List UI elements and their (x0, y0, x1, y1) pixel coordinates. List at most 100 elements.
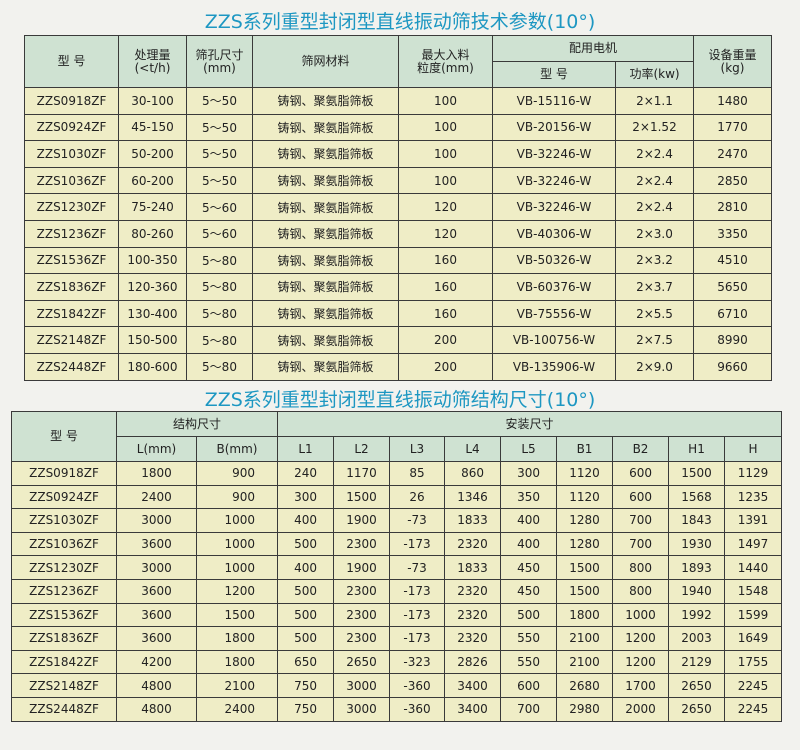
cell-material: 铸钢、聚氨脂筛板 (252, 352, 399, 381)
cell-h: 1755 (724, 649, 783, 675)
table-row: ZZS1036ZF 60-200 5～50 铸钢、聚氨脂筛板 100 VB-32246-W… (24, 166, 773, 195)
cell-l4: 1833 (444, 555, 502, 580)
cell-motor-power: 2×1.1 (614, 87, 695, 115)
header-capacity: 处理量 (<t/h) (118, 35, 187, 88)
cell-capacity: 80-260 (118, 219, 187, 248)
cell-lmm: 3600 (116, 626, 197, 651)
cell-l1: 240 (277, 461, 335, 486)
cell-material: 铸钢、聚氨脂筛板 (252, 299, 399, 328)
header-motor-model: 型 号 (492, 61, 616, 88)
cell-l5: 550 (500, 626, 558, 651)
cell-h1: 1568 (668, 484, 726, 510)
cell-motor-power: 2×2.4 (614, 140, 695, 168)
cell-lmm: 4800 (116, 673, 197, 698)
cell-motor-model: VB-60376-W (492, 273, 616, 301)
cell-material: 铸钢、聚氨脂筛板 (252, 193, 399, 221)
cell-h1: 2650 (668, 696, 726, 722)
cell-l2: 1900 (333, 508, 391, 533)
cell-bmm: 1800 (195, 626, 279, 651)
header-material: 筛网材料 (252, 35, 399, 88)
cell-max-feed: 160 (398, 273, 493, 301)
table-row: ZZS1230ZF 75-240 5～60 铸钢、聚氨脂筛板 120 VB-32246-W… (24, 193, 773, 221)
cell-aperture: 5～80 (186, 352, 253, 381)
cell-model: ZZS1030ZF (11, 508, 117, 533)
cell-lmm: 3000 (116, 555, 197, 580)
cell-motor-model: VB-40306-W (492, 219, 616, 248)
cell-b1: 2680 (556, 673, 614, 698)
cell-capacity: 50-200 (118, 140, 187, 168)
table-row: ZZS1536ZF 100-350 5～80 铸钢、聚氨脂筛板 160 VB-50326-… (24, 246, 773, 275)
cell-bmm: 900 (195, 484, 279, 510)
cell-lmm: 1800 (116, 461, 197, 486)
cell-aperture: 5～50 (186, 166, 253, 195)
cell-motor-power: 2×9.0 (614, 352, 695, 381)
cell-motor-power: 2×5.5 (614, 299, 695, 328)
cell-l2: 1170 (333, 461, 391, 486)
cell-bmm: 1000 (195, 555, 279, 580)
cell-b2: 1200 (612, 649, 670, 675)
cell-model: ZZS1230ZF (24, 193, 119, 221)
header-b1: B1 (556, 436, 614, 462)
cell-l2: 2300 (333, 531, 391, 557)
cell-weight: 9660 (693, 352, 773, 381)
cell-motor-power: 2×2.4 (614, 193, 695, 221)
cell-max-feed: 200 (398, 326, 493, 354)
cell-model: ZZS1036ZF (24, 166, 119, 195)
cell-weight: 6710 (693, 299, 773, 328)
cell-motor-model: VB-75556-W (492, 299, 616, 328)
cell-l4: 3400 (444, 696, 502, 722)
cell-b2: 700 (612, 508, 670, 533)
table-row: ZZS1030ZF 50-200 5～50 铸钢、聚氨脂筛板 100 VB-32246-W… (24, 140, 773, 168)
cell-l1: 500 (277, 531, 335, 557)
cell-l3: -73 (389, 508, 446, 533)
cell-h: 1391 (724, 508, 783, 533)
header-b2: B2 (612, 436, 670, 462)
cell-h1: 1940 (668, 578, 726, 604)
header-model: 型 号 (11, 411, 117, 462)
cell-b1: 1500 (556, 578, 614, 604)
cell-b2: 800 (612, 555, 670, 580)
cell-model: ZZS1030ZF (24, 140, 119, 168)
cell-motor-model: VB-135906-W (492, 352, 616, 381)
cell-model: ZZS1842ZF (24, 299, 119, 328)
cell-l5: 400 (500, 508, 558, 533)
cell-weight: 2850 (693, 166, 773, 195)
cell-l3: 26 (389, 484, 446, 510)
cell-model: ZZS2448ZF (11, 696, 117, 722)
cell-material: 铸钢、聚氨脂筛板 (252, 273, 399, 301)
cell-l5: 350 (500, 484, 558, 510)
header-model: 型 号 (24, 35, 119, 88)
cell-l2: 3000 (333, 696, 391, 722)
cell-l2: 2300 (333, 626, 391, 651)
cell-capacity: 100-350 (118, 246, 187, 275)
table-row: ZZS1536ZF 3600 1500 500 2300 -173 2320 500 1800 1… (11, 602, 783, 628)
cell-max-feed: 100 (398, 166, 493, 195)
table-row: ZZS1236ZF 80-260 5～60 铸钢、聚氨脂筛板 120 VB-40306-W… (24, 219, 773, 248)
cell-material: 铸钢、聚氨脂筛板 (252, 140, 399, 168)
cell-capacity: 130-400 (118, 299, 187, 328)
header-l5: L5 (500, 436, 558, 462)
cell-lmm: 2400 (116, 484, 197, 510)
structure-dimensions-table: 型 号 结构尺寸 安装尺寸 L(mm) B(mm) L1 L2 L3 L4 L5 B1 B2 H1… (11, 411, 783, 722)
table-row: ZZS2448ZF 180-600 5～80 铸钢、聚氨脂筛板 200 VB-135906… (24, 352, 773, 381)
table-row: ZZS1036ZF 3600 1000 500 2300 -173 2320 400 1280 7… (11, 531, 783, 557)
cell-model: ZZS1836ZF (24, 273, 119, 301)
cell-motor-power: 2×3.2 (614, 246, 695, 275)
cell-h1: 1843 (668, 508, 726, 533)
header-h1: H1 (668, 436, 726, 462)
cell-weight: 2810 (693, 193, 773, 221)
cell-l3: -73 (389, 555, 446, 580)
cell-b1: 1280 (556, 508, 614, 533)
cell-h1: 1992 (668, 602, 726, 628)
cell-model: ZZS1230ZF (11, 555, 117, 580)
cell-l2: 3000 (333, 673, 391, 698)
cell-b2: 1700 (612, 673, 670, 698)
table-row: ZZS2448ZF 4800 2400 750 3000 -360 3400 700 2980 2… (11, 696, 783, 722)
cell-material: 铸钢、聚氨脂筛板 (252, 326, 399, 354)
cell-h: 1440 (724, 555, 783, 580)
cell-model: ZZS0918ZF (24, 87, 119, 115)
cell-max-feed: 160 (398, 246, 493, 275)
cell-l3: -173 (389, 626, 446, 651)
cell-l5: 450 (500, 555, 558, 580)
cell-capacity: 120-360 (118, 273, 187, 301)
